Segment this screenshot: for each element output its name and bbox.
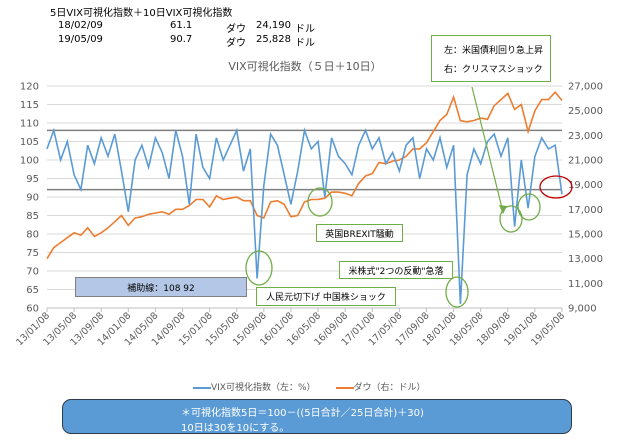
formula-note: ＊可視化指数5日＝100－((5日合計／25日合計)＋30) 10日は30を10… (62, 399, 572, 434)
y-left-tick-label: 80 (26, 230, 39, 241)
highlight-circle (307, 187, 333, 217)
annotation-left-text: 左：米国債利回り急上昇 (444, 45, 544, 56)
formula-line-2: 10日は30を10にする。 (181, 423, 290, 434)
header-title: 5日VIX可視化指数＋10日VIX可視化指数 (50, 8, 233, 19)
header-row-unit: ドル (295, 38, 315, 49)
legend-dow-label: ダウ（右：ドル） (353, 383, 426, 393)
y-left-tick-label: 70 (26, 267, 39, 278)
vix-line (46, 127, 563, 304)
y-left-tick-label: 110 (20, 119, 39, 130)
y-left-tick-label: 65 (26, 285, 39, 296)
y-right-tick-label: 9,000 (568, 304, 597, 315)
y-right-tick-label: 11,000 (568, 279, 603, 290)
header-row-value: 90.7 (170, 34, 193, 45)
annotation-us-drop: 米株式"2つの反動"急落 (339, 261, 453, 279)
highlight-circle (245, 250, 273, 286)
y-left-tick-label: 120 (20, 82, 39, 93)
formula-line-1: ＊可視化指数5日＝100－((5日合計／25日合計)＋30) (181, 408, 424, 419)
y-left-tick-label: 90 (26, 193, 39, 204)
legend-dow: ダウ（右：ドル） (335, 380, 426, 393)
y-right-tick-label: 23,000 (568, 131, 603, 142)
y-right-tick-label: 15,000 (568, 230, 603, 241)
y-left-tick-label: 75 (26, 248, 39, 259)
highlight-circle (517, 193, 541, 221)
y-right-tick-label: 21,000 (568, 156, 603, 167)
annotation-china-shock: 人民元切下げ 中国株ショック (256, 287, 396, 306)
annotation-arrow (471, 86, 504, 213)
header-row-dow: 24,190 (256, 20, 291, 31)
annotation-top-right: 左：米国債利回り急上昇 右：クリスマスショック (431, 35, 551, 82)
header-row-label: ダウ (226, 24, 246, 35)
y-left-tick-label: 100 (20, 156, 39, 167)
legend-vix: VIX可視化指数（左：%） (193, 380, 316, 393)
header-row-value: 61.1 (170, 20, 193, 31)
y-right-tick-label: 17,000 (568, 205, 603, 216)
y-right-tick-label: 27,000 (568, 82, 603, 93)
legend-vix-swatch (193, 386, 211, 389)
dow-line (46, 90, 563, 260)
chart-title: VIX可視化指数（５日＋10日） (228, 59, 381, 73)
annotation-brexit: 英国BREXIT騒動 (316, 224, 403, 242)
legend-vix-label: VIX可視化指数（左：%） (211, 383, 316, 393)
y-right-tick-label: 19,000 (568, 180, 603, 191)
header-row-date: 19/05/09 (58, 34, 103, 45)
highlight-circle (445, 276, 469, 308)
annotation-right-text: 右：クリスマスショック (444, 64, 543, 75)
highlight-circle (499, 205, 523, 233)
highlight-circle-red (539, 175, 573, 199)
y-left-tick-label: 105 (20, 137, 39, 148)
legend: VIX可視化指数（左：%） ダウ（右：ドル） (193, 380, 426, 393)
arrow-head-icon (499, 205, 507, 214)
y-left-tick-label: 85 (26, 211, 39, 222)
header-row-label: ダウ (226, 38, 246, 49)
legend-dow-swatch (335, 386, 354, 389)
y-left-tick-label: 95 (26, 174, 39, 185)
y-right-tick-label: 13,000 (568, 254, 603, 265)
y-right-tick-label: 25,000 (568, 106, 603, 117)
header-row-unit: ドル (295, 24, 315, 35)
header-row-dow: 25,828 (256, 34, 291, 45)
y-left-tick-label: 60 (26, 304, 39, 315)
header-row-date: 18/02/09 (58, 20, 103, 31)
helper-lines-label: 補助線：108 92 (75, 277, 247, 297)
y-left-tick-label: 115 (20, 100, 39, 111)
